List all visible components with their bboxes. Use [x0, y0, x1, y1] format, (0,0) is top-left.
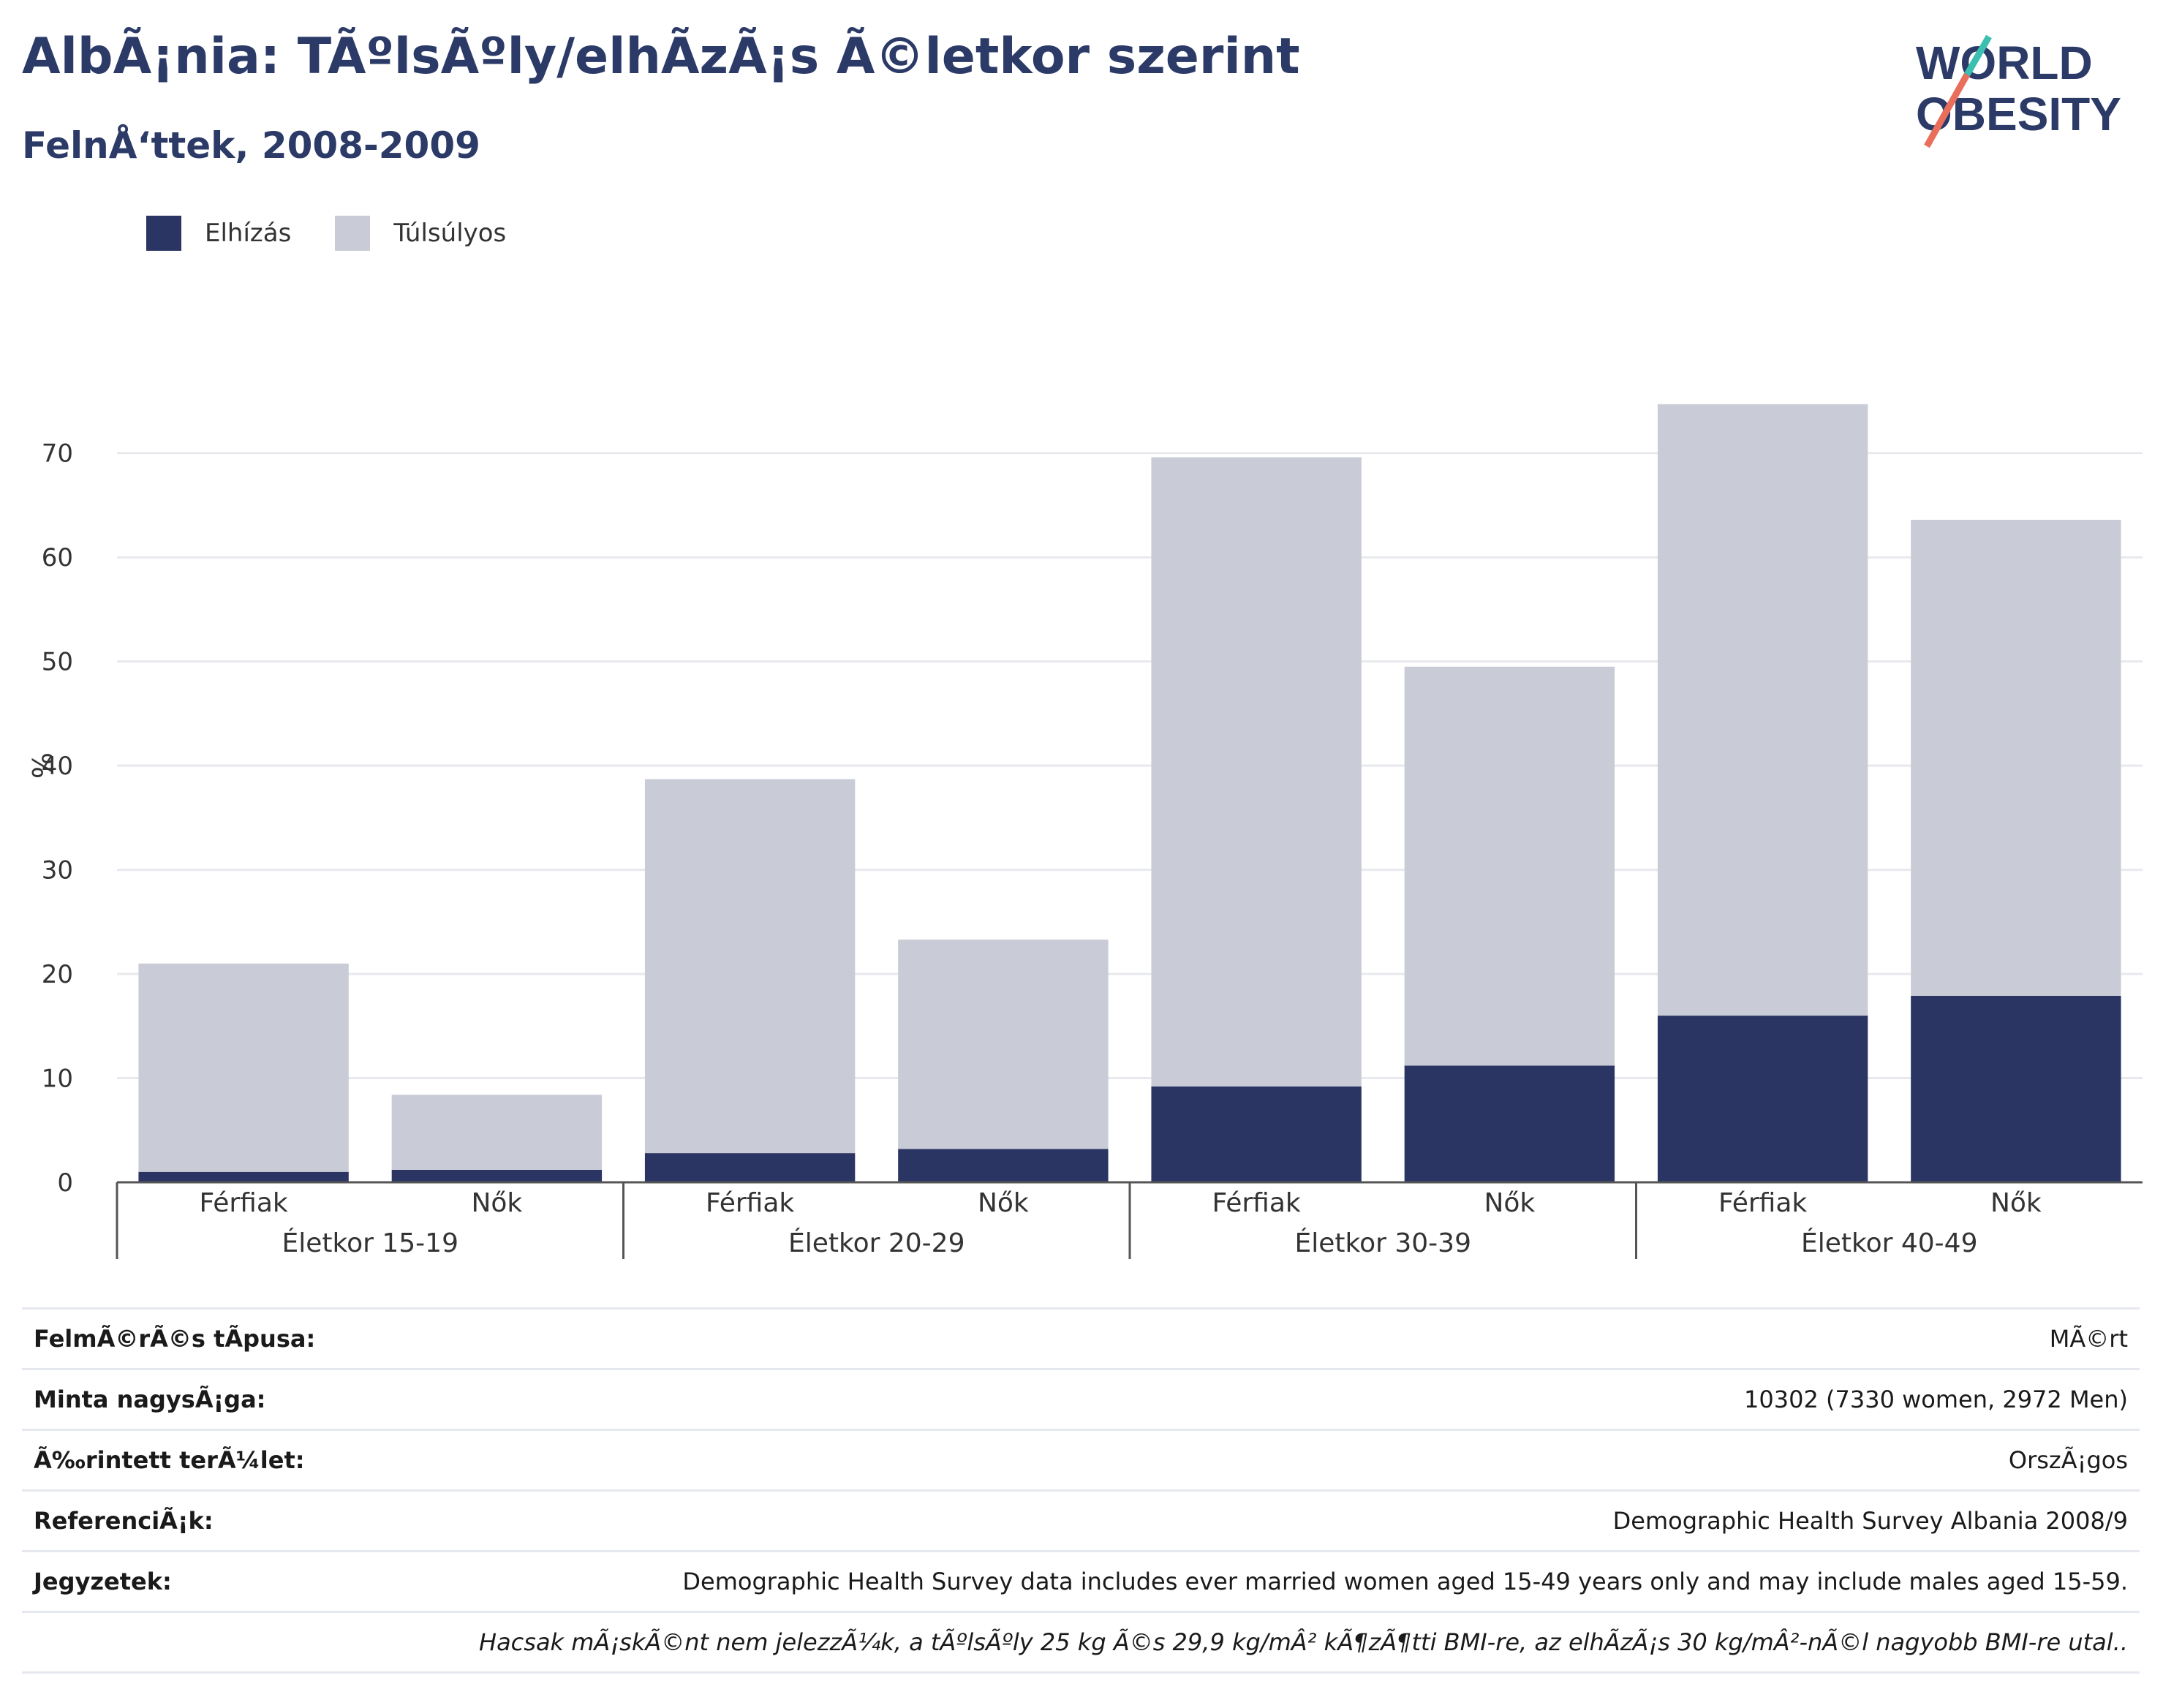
x-category-label: Nők	[978, 1188, 1029, 1218]
logo-line2: OBESITY	[1916, 88, 2121, 140]
x-category-label: Férfiak	[1718, 1188, 1807, 1218]
legend-label-obesity: Elhízás	[205, 219, 292, 248]
meta-value: Demographic Health Survey Albania 2008/9	[1612, 1507, 2128, 1535]
bar-obesity	[898, 1149, 1109, 1182]
legend-label-overweight: Túlsúlyos	[393, 219, 507, 248]
bar-overweight	[898, 940, 1109, 1149]
meta-value: OrszÃ¡gos	[2008, 1446, 2128, 1474]
x-category-label: Férfiak	[1212, 1188, 1300, 1218]
y-tick-label: 10	[42, 1065, 73, 1094]
legend: Elhízás Túlsúlyos	[146, 216, 550, 251]
meta-value: Demographic Health Survey data includes …	[682, 1568, 2128, 1595]
legend-swatch-obesity	[146, 216, 181, 251]
bar-obesity	[391, 1169, 603, 1182]
x-category-label: Férfiak	[706, 1188, 794, 1218]
meta-row-bmi-note: Hacsak mÃ¡skÃ©nt nem jelezzÃ¼k, a tÃºlsÃ…	[22, 1611, 2140, 1674]
meta-row-references: ReferenciÃ¡k: Demographic Health Survey …	[22, 1489, 2140, 1550]
x-group-label: Életkor 40-49	[1801, 1228, 1977, 1258]
bar-overweight	[644, 779, 856, 1154]
y-axis-title: %	[27, 752, 59, 779]
bar-overweight	[1911, 519, 2121, 996]
bar-overweight	[1404, 666, 1615, 1066]
bar-overweight	[1151, 457, 1362, 1087]
x-category-label: Nők	[471, 1188, 522, 1218]
meta-row-notes: Jegyzetek: Demographic Health Survey dat…	[22, 1550, 2140, 1611]
bar-overweight	[391, 1095, 603, 1170]
bar-obesity	[1657, 1016, 1868, 1182]
y-tick-label: 40	[42, 752, 73, 781]
bar-overweight	[138, 963, 349, 1172]
x-category-label: Nők	[1484, 1188, 1535, 1218]
bmi-footnote: Hacsak mÃ¡skÃ©nt nem jelezzÃ¼k, a tÃºlsÃ…	[479, 1628, 2128, 1656]
bar-obesity	[644, 1153, 856, 1182]
y-tick-label: 60	[42, 543, 73, 573]
meta-key: Minta nagysÃ¡ga:	[34, 1386, 266, 1413]
x-group-label: Életkor 20-29	[788, 1228, 965, 1258]
bar-overweight	[1657, 404, 1868, 1016]
y-tick-label: 50	[42, 648, 73, 677]
logo-slash-coral	[1924, 72, 1970, 148]
x-category-label: Férfiak	[199, 1188, 287, 1218]
logo-line1: WORLD	[1916, 37, 2093, 89]
y-tick-label: 30	[42, 856, 73, 885]
stacked-bar-chart: 0 10 20 30 40 50 60 70% Férfiak Nők Életkor 15-19 F…	[27, 404, 2143, 1259]
y-tick-label: 0	[57, 1168, 73, 1198]
meta-key: ReferenciÃ¡k:	[34, 1507, 214, 1535]
x-group-label: Életkor 15-19	[282, 1228, 458, 1258]
bar-obesity	[1404, 1065, 1615, 1182]
x-category-label: Nők	[1990, 1188, 2042, 1218]
x-group-label: Életkor 30-39	[1295, 1228, 1471, 1258]
meta-key: Ã‰rintett terÃ¼let:	[34, 1446, 305, 1474]
bar-obesity	[1151, 1086, 1362, 1182]
bar-obesity	[138, 1171, 349, 1182]
y-tick-label: 70	[42, 439, 73, 469]
bar-obesity	[1911, 995, 2121, 1182]
meta-row-area: Ã‰rintett terÃ¼let: OrszÃ¡gos	[22, 1429, 2140, 1489]
legend-swatch-overweight	[335, 216, 371, 251]
meta-key: Jegyzetek:	[34, 1568, 172, 1595]
meta-value: 10302 (7330 women, 2972 Men)	[1744, 1386, 2128, 1413]
logo-slash-teal	[1964, 34, 1992, 77]
world-obesity-logo: WORLD OBESITY	[1916, 34, 2121, 148]
y-tick-label: 20	[42, 960, 73, 989]
meta-row-sample-size: Minta nagysÃ¡ga: 10302 (7330 women, 2972…	[22, 1368, 2140, 1429]
survey-info-table: FelmÃ©rÃ©s tÃpusa: MÃ©rt Minta nagysÃ¡ga…	[22, 1307, 2140, 1674]
meta-value: MÃ©rt	[2049, 1325, 2128, 1353]
chart-title: AlbÃ¡nia: TÃºlsÃºly/elhÃ­zÃ¡s Ã©letkor s…	[22, 28, 1300, 86]
meta-key: FelmÃ©rÃ©s tÃpusa:	[34, 1325, 316, 1353]
meta-row-survey-type: FelmÃ©rÃ©s tÃpusa: MÃ©rt	[22, 1307, 2140, 1368]
chart-subtitle: FelnÅ‘ttek, 2008-2009	[22, 124, 480, 167]
